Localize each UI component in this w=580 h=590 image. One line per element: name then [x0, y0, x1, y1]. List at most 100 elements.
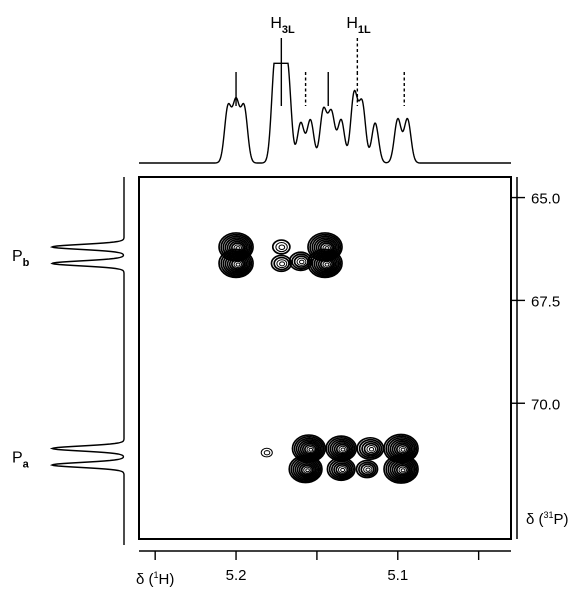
contour-8-7 — [306, 446, 315, 454]
contour-1-1 — [220, 250, 253, 277]
contour-13-5 — [337, 466, 347, 474]
contour-6-2 — [311, 251, 340, 276]
contour-2-0 — [271, 239, 291, 255]
contour-1-2 — [222, 251, 251, 276]
contour-12-8 — [305, 468, 310, 473]
contour-6-5 — [317, 257, 335, 272]
contour-9-4 — [333, 442, 351, 457]
contour-13-6 — [340, 467, 346, 473]
contour-1-8 — [235, 262, 241, 267]
contour-7-0 — [260, 447, 273, 458]
top-annotations: H3L H1L — [270, 15, 371, 72]
contour-4-4 — [299, 259, 305, 265]
contour-1-0 — [218, 248, 254, 279]
y-tick-label-2: 70.0 — [531, 396, 560, 413]
contour-6-1 — [309, 250, 342, 277]
contour-3-1 — [273, 256, 290, 271]
contour-13-3 — [333, 462, 351, 477]
contour-10-1 — [358, 438, 383, 459]
contour-7-1 — [263, 450, 271, 456]
contour-12-0 — [288, 454, 323, 484]
cross-peak-14 — [355, 459, 379, 479]
cross-peak-3 — [270, 254, 293, 273]
contour-1-4 — [226, 255, 248, 273]
cross-peak-15 — [383, 454, 419, 484]
contour-10-5 — [368, 446, 375, 452]
contour-15-7 — [398, 466, 408, 474]
contour-12-6 — [300, 464, 314, 476]
side-labels: Pb Pa — [12, 248, 30, 471]
contour-9-3 — [331, 440, 353, 458]
y-axis-31p: 65.0 67.5 70.0 — [511, 177, 560, 539]
y-axis-label: δ (31P) — [526, 510, 569, 528]
contour-3-3 — [279, 261, 286, 267]
contour-6-8 — [324, 262, 330, 267]
cross-peaks — [218, 232, 419, 484]
contour-12-2 — [292, 458, 320, 481]
contour-10-3 — [363, 442, 379, 456]
contour-9-5 — [335, 443, 349, 455]
annotation-H3L: H3L — [270, 15, 295, 36]
contour-8-8 — [308, 447, 314, 452]
contour-4-3 — [296, 257, 307, 266]
cross-peak-9 — [325, 435, 358, 462]
contour-11-7 — [398, 445, 408, 454]
label-Pa: Pa — [12, 450, 30, 471]
contour-1-7 — [233, 260, 243, 269]
contour-15-3 — [389, 459, 414, 480]
cross-peak-1 — [218, 248, 254, 279]
contour-1-6 — [231, 258, 245, 270]
contour-13-1 — [328, 458, 355, 480]
top-1h-projection — [139, 62, 511, 164]
contour-6-6 — [319, 258, 334, 270]
x-tick-label-0: 5.2 — [226, 567, 247, 584]
contour-1-3 — [224, 253, 249, 275]
contour-15-1 — [385, 455, 418, 483]
label-Pb: Pb — [12, 248, 30, 269]
contour-9-7 — [340, 447, 346, 452]
contour-10-2 — [361, 440, 381, 457]
contour-12-1 — [290, 456, 322, 483]
contour-3-2 — [276, 259, 288, 269]
contour-15-6 — [395, 464, 410, 476]
x-axis-label: δ (1H) — [136, 570, 174, 588]
contour-13-2 — [331, 460, 353, 479]
contour-15-8 — [400, 468, 406, 473]
contour-9-6 — [338, 445, 347, 453]
contour-6-3 — [313, 253, 338, 275]
contour-15-0 — [383, 454, 419, 484]
contour-10-4 — [366, 445, 377, 454]
cross-peak-7 — [260, 447, 273, 458]
contour-8-6 — [304, 444, 317, 455]
contour-12-3 — [294, 459, 319, 480]
contour-2-2 — [278, 244, 286, 251]
top-projection-trace — [139, 62, 511, 164]
contour-12-7 — [303, 466, 312, 474]
contour-14-2 — [360, 463, 375, 476]
contour-0-0 — [218, 232, 254, 262]
annotation-H1L: H1L — [346, 15, 371, 36]
plot-frame — [138, 176, 512, 540]
contour-13-4 — [335, 463, 349, 476]
contour-2-1 — [275, 242, 288, 253]
side-31p-projection — [49, 177, 125, 545]
contour-13-0 — [326, 456, 356, 482]
contour-15-2 — [387, 457, 416, 482]
x-tick-label-1: 5.1 — [387, 567, 408, 584]
cross-peak-6 — [307, 248, 343, 279]
x-axis-1h: 5.2 5.1 — [139, 550, 511, 584]
cross-peak-10 — [356, 436, 385, 461]
y-tick-label-0: 65.0 — [531, 191, 560, 208]
contour-11-6 — [395, 443, 410, 455]
cross-peak-12 — [288, 454, 323, 484]
side-projection-trace — [49, 177, 125, 545]
cross-peak-2 — [271, 239, 291, 255]
contour-14-1 — [358, 461, 377, 477]
contour-15-5 — [393, 462, 411, 477]
contour-6-0 — [307, 248, 343, 279]
contour-12-5 — [298, 462, 315, 477]
contour-14-0 — [355, 459, 379, 479]
y-tick-label-1: 67.5 — [531, 293, 560, 310]
contour-1-5 — [228, 257, 246, 272]
